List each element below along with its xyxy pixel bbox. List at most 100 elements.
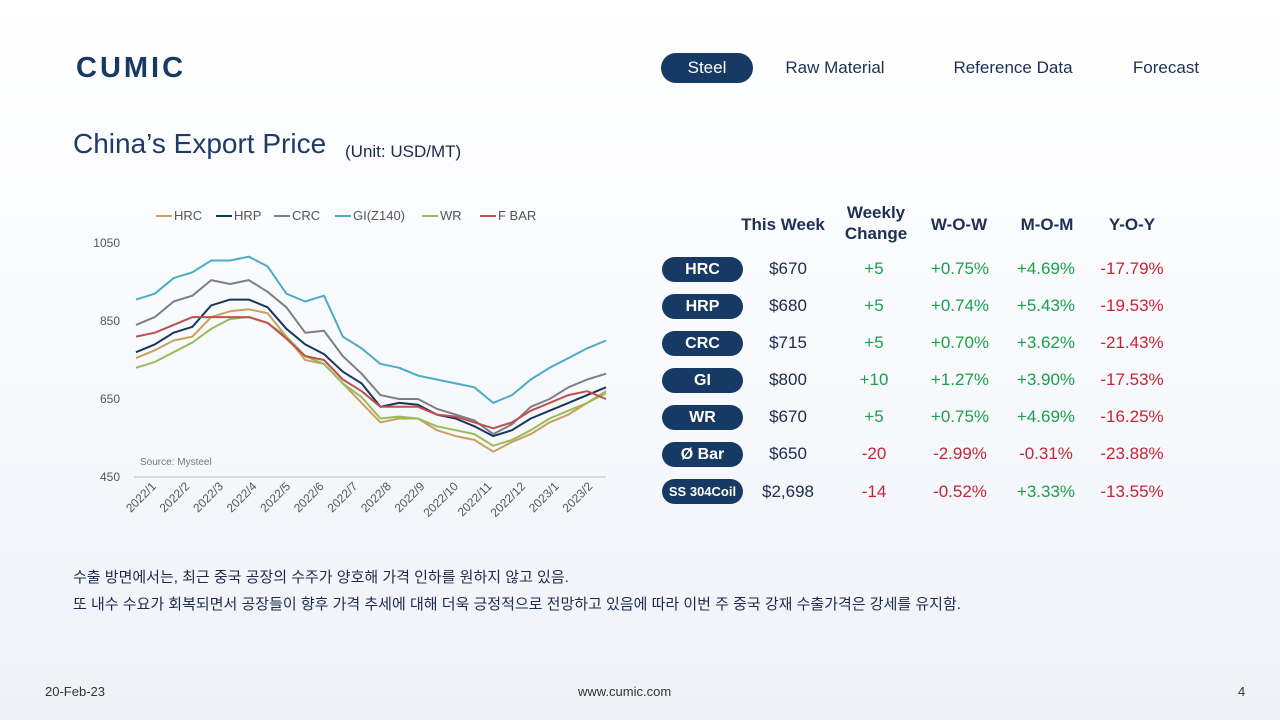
logo-text: CUMIC xyxy=(76,52,186,82)
legend-label: HRC xyxy=(174,208,202,223)
row-price: $650 xyxy=(769,444,807,463)
row-price: $680 xyxy=(769,296,807,315)
row-yoy: -19.53% xyxy=(1100,296,1164,315)
row-label-badge: CRC xyxy=(662,331,743,356)
chart-series xyxy=(135,255,607,453)
series-line-wr xyxy=(135,316,607,447)
commentary-line-1: 수출 방면에서는, 최근 중국 공장의 수주가 양호해 가격 인하를 원하지 않… xyxy=(73,569,569,586)
row-change: +5 xyxy=(864,296,884,315)
x-tick-label: 2022/4 xyxy=(224,479,260,515)
series-line-hrp xyxy=(135,298,607,438)
row-wow: -0.52% xyxy=(933,482,987,501)
row-yoy: -13.55% xyxy=(1100,482,1164,501)
col-yoy: Y-O-Y xyxy=(1108,215,1156,234)
x-tick-label: 2022/6 xyxy=(291,479,327,515)
legend-item: HRC xyxy=(156,208,202,223)
row-mom: -0.31% xyxy=(1019,444,1073,463)
row-label-badge: SS 304Coil xyxy=(662,479,743,504)
y-tick-label: 1050 xyxy=(93,236,120,250)
col-weekly-change-line1: Weekly xyxy=(846,203,906,222)
col-this-week: This Week xyxy=(741,215,825,234)
row-change: +5 xyxy=(864,333,884,352)
row-wow: -2.99% xyxy=(933,444,987,463)
nav-tab-reference-data[interactable]: Reference Data xyxy=(953,58,1073,77)
row-wow: +0.75% xyxy=(930,407,990,426)
top-nav: Steel Raw Material Reference Data Foreca… xyxy=(0,53,1280,85)
row-yoy: -16.25% xyxy=(1100,407,1164,426)
footer-url[interactable]: www.cumic.com xyxy=(578,684,672,699)
x-tick-label: 2022/2 xyxy=(157,479,193,515)
col-wow: W-O-W xyxy=(930,215,988,234)
row-wow: +0.70% xyxy=(930,333,990,352)
row-yoy: -21.43% xyxy=(1100,333,1164,352)
row-yoy: -23.88% xyxy=(1100,444,1164,463)
col-mom: M-O-M xyxy=(1020,215,1074,234)
row-price: $670 xyxy=(769,259,807,278)
export-price-chart: HRC HRP CRC GI(Z140) WR F BAR 1050 850 650 450 2… xyxy=(93,208,607,520)
row-wow: +0.75% xyxy=(930,259,990,278)
row-mom: +4.69% xyxy=(1016,259,1076,278)
x-tick-label: 2022/10 xyxy=(420,479,461,520)
x-tick-label: 2022/8 xyxy=(358,479,394,515)
row-mom: +3.33% xyxy=(1016,482,1076,501)
row-wow: +0.74% xyxy=(930,296,990,315)
legend-item: GI(Z140) xyxy=(335,208,405,223)
row-label-badge: GI xyxy=(662,368,743,393)
nav-tab-steel[interactable]: Steel xyxy=(661,53,753,83)
page-title: China’s Export Price xyxy=(73,128,327,159)
legend-label: HRP xyxy=(234,208,261,223)
commentary-line-2: 또 내수 수요가 회복되면서 공장들이 향후 가격 추세에 대해 더욱 긍정적으… xyxy=(73,596,961,613)
series-line-hrc xyxy=(135,308,607,453)
x-axis: 2022/12022/22022/32022/42022/52022/62022… xyxy=(123,479,596,520)
cumic-logo: CUMIC xyxy=(76,52,186,82)
footer-date: 20-Feb-23 xyxy=(45,684,105,699)
col-weekly-change-line2: Change xyxy=(844,224,908,243)
row-change: +5 xyxy=(864,407,884,426)
row-change: -20 xyxy=(861,444,887,463)
x-tick-label: 2022/12 xyxy=(488,479,529,520)
x-tick-label: 2022/3 xyxy=(190,479,226,515)
legend-item: F BAR xyxy=(480,208,536,223)
row-mom: +3.62% xyxy=(1016,333,1076,352)
nav-tab-forecast[interactable]: Forecast xyxy=(1132,58,1200,77)
row-change: +10 xyxy=(859,370,889,389)
unit-label: (Unit: USD/MT) xyxy=(345,142,462,161)
row-yoy: -17.79% xyxy=(1100,259,1164,278)
series-line-gi-z140- xyxy=(135,255,607,404)
legend-label: CRC xyxy=(292,208,320,223)
row-change: +5 xyxy=(864,259,884,278)
legend-item: CRC xyxy=(274,208,320,223)
y-tick-label: 650 xyxy=(100,392,120,406)
nav-tab-raw-material[interactable]: Raw Material xyxy=(785,58,885,77)
x-tick-label: 2022/1 xyxy=(123,479,159,515)
series-line-crc xyxy=(135,279,607,436)
legend-item: HRP xyxy=(216,208,261,223)
legend-label: F BAR xyxy=(498,208,536,223)
row-price: $670 xyxy=(769,407,807,426)
legend-label: GI(Z140) xyxy=(353,208,405,223)
y-axis: 1050 850 650 450 xyxy=(93,236,120,484)
row-yoy: -17.53% xyxy=(1100,370,1164,389)
x-tick-label: 2022/7 xyxy=(324,479,360,515)
x-tick-label: 2022/11 xyxy=(455,479,495,519)
y-tick-label: 450 xyxy=(100,470,120,484)
row-mom: +3.90% xyxy=(1016,370,1076,389)
row-wow: +1.27% xyxy=(930,370,990,389)
row-price: $715 xyxy=(769,333,807,352)
x-tick-label: 2023/1 xyxy=(526,479,562,515)
row-label-badge: HRC xyxy=(662,257,743,282)
row-label-badge: HRP xyxy=(662,294,743,319)
row-mom: +4.69% xyxy=(1016,407,1076,426)
y-tick-label: 850 xyxy=(100,314,120,328)
row-change: -14 xyxy=(861,482,887,501)
row-label-badge: Ø Bar xyxy=(662,442,743,467)
row-mom: +5.43% xyxy=(1016,296,1076,315)
row-price: $800 xyxy=(769,370,807,389)
chart-source: Source: Mysteel xyxy=(140,457,212,468)
row-price: $2,698 xyxy=(762,482,814,501)
legend-item: WR xyxy=(422,208,462,223)
chart-legend: HRC HRP CRC GI(Z140) WR F BAR xyxy=(156,208,536,223)
series-line-f-bar xyxy=(135,316,607,430)
x-tick-label: 2023/2 xyxy=(559,479,595,515)
x-tick-label: 2022/5 xyxy=(257,479,293,515)
